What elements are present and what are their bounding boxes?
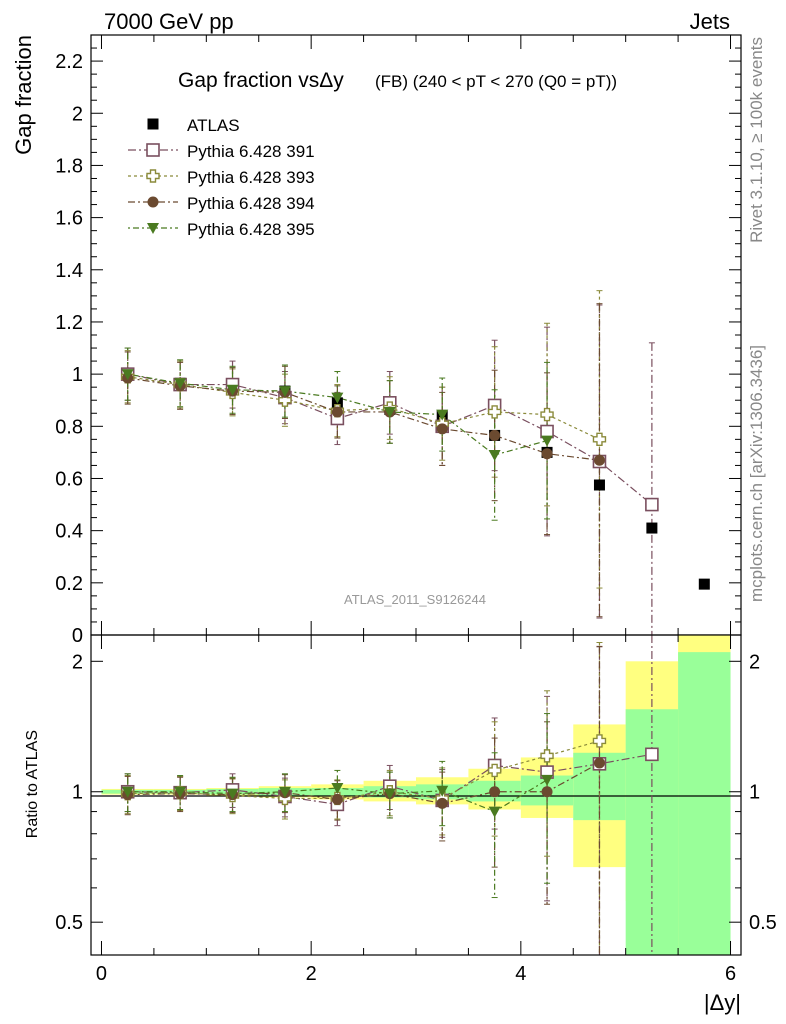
main-error-bars xyxy=(124,290,655,636)
main-y-tick-label: 2 xyxy=(72,103,83,125)
main-y-tick-label: 0.8 xyxy=(55,416,83,438)
y-axis-label-ratio: Ratio to ATLAS xyxy=(24,730,41,838)
ratio-point xyxy=(593,757,605,769)
ratio-y-tick-label-right: 0.5 xyxy=(749,912,777,934)
main-y-tick-label: 1.6 xyxy=(55,208,83,230)
ratio-data-points xyxy=(120,734,659,818)
header-left-label: 7000 GeV pp xyxy=(104,9,234,34)
chart-title: Gap fraction vsΔy xyxy=(178,69,344,92)
x-axis-label: |Δy| xyxy=(704,990,741,1015)
x-tick-label: 2 xyxy=(306,963,317,985)
main-y-tick-label: 0.4 xyxy=(55,521,83,543)
ratio-y-tick-label: 1 xyxy=(72,782,83,804)
x-tick-label: 4 xyxy=(515,963,526,985)
legend-marker xyxy=(146,143,160,157)
main-data-points xyxy=(120,367,710,590)
ratio-point xyxy=(331,793,343,805)
series-point xyxy=(541,435,554,447)
main-series-line xyxy=(127,377,600,461)
main-y-tick-label: 0.2 xyxy=(55,573,83,595)
series-point xyxy=(436,423,448,435)
main-axis-ticks: 0 0.2 0.4 0.6 0.8 1 1.2 1.4 1.6 1.8 2 2.2 xyxy=(55,35,741,647)
series-point xyxy=(593,454,605,466)
ratio-point xyxy=(436,785,449,797)
series-point xyxy=(383,406,396,418)
ratio-green-band xyxy=(678,652,731,955)
series-point xyxy=(226,384,239,396)
mcplots-label: mcplots.cern.ch [arXiv:1306.3436] xyxy=(747,345,766,602)
series-point xyxy=(489,429,501,441)
ratio-point xyxy=(331,783,344,795)
analysis-label: ATLAS_2011_S9126244 xyxy=(344,592,486,607)
atlas-data-point xyxy=(646,522,658,534)
atlas-data-point xyxy=(698,578,710,590)
legend: ATLAS Pythia 6.428 391 Pythia 6.428 393 Pyt… xyxy=(128,116,315,239)
series-point xyxy=(436,409,449,421)
ratio-series-line xyxy=(127,753,652,806)
header-right-label: Jets xyxy=(690,9,730,34)
ratio-axis-ticks: 0.5 0.5 1 1 2 2 xyxy=(55,651,777,934)
series-point xyxy=(174,378,187,390)
legend-marker-atlas xyxy=(147,118,159,130)
series-point xyxy=(540,407,554,422)
main-y-tick-label: 0.6 xyxy=(55,468,83,490)
ratio-series-lines xyxy=(127,740,652,813)
series-point xyxy=(278,386,291,398)
series-point xyxy=(331,392,344,404)
legend-label: Pythia 6.428 393 xyxy=(187,168,315,187)
series-point xyxy=(487,405,502,419)
series-point xyxy=(331,406,343,418)
ratio-point xyxy=(592,734,607,748)
series-point xyxy=(278,393,292,407)
ratio-point xyxy=(645,747,659,762)
series-point xyxy=(541,448,553,460)
ratio-point xyxy=(174,786,187,798)
main-y-tick-label: 1.8 xyxy=(55,155,83,177)
y-axis-label-main: Gap fraction xyxy=(11,35,36,155)
ratio-panel: 0.5 0.5 1 1 2 2 Ratio to ATLAS 0 2 4 6 |Δy| xyxy=(24,634,777,1015)
ratio-y-tick-label: 2 xyxy=(72,651,83,673)
ratio-series-line xyxy=(127,762,600,805)
legend-marker xyxy=(147,223,159,234)
ratio-point xyxy=(489,786,501,798)
legend-label: Pythia 6.428 395 xyxy=(187,220,315,239)
series-point xyxy=(592,432,607,447)
ratio-point xyxy=(540,749,554,763)
ratio-y-tick-label-right: 2 xyxy=(749,651,760,673)
legend-label-atlas: ATLAS xyxy=(187,116,240,135)
ratio-point xyxy=(488,806,501,818)
main-panel: 0 0.2 0.4 0.6 0.8 1 1.2 1.4 1.6 1.8 2 2.2 Gap fract… xyxy=(11,34,742,647)
legend-marker xyxy=(147,196,159,208)
legend-marker xyxy=(146,169,160,183)
x-tick-label: 0 xyxy=(96,963,107,985)
ratio-point xyxy=(541,786,553,798)
main-y-tick-label: 1.2 xyxy=(55,312,83,334)
main-y-tick-label: 0 xyxy=(72,625,83,647)
atlas-data-point xyxy=(593,479,605,491)
ratio-point xyxy=(383,788,396,800)
series-point xyxy=(488,450,501,461)
rivet-version-label: Rivet 3.1.10, ≥ 100k events xyxy=(747,37,766,243)
main-y-tick-label: 2.2 xyxy=(55,51,83,73)
ratio-point xyxy=(226,788,239,800)
series-point xyxy=(121,369,134,381)
x-tick-label: 6 xyxy=(725,963,736,985)
legend-label: Pythia 6.428 391 xyxy=(187,142,315,161)
ratio-y-tick-label-right: 1 xyxy=(749,782,760,804)
ratio-point xyxy=(436,797,448,809)
legend-label: Pythia 6.428 394 xyxy=(187,194,315,213)
chart-title-suffix: (FB) (240 < pT < 270 (Q0 = pT)) xyxy=(375,72,617,91)
ratio-point xyxy=(278,786,291,798)
series-point xyxy=(645,497,659,512)
ratio-point xyxy=(541,774,554,786)
x-axis-ticks: 0 2 4 6 xyxy=(96,635,736,985)
ratio-point xyxy=(487,763,502,778)
main-y-tick-label: 1.4 xyxy=(55,260,83,282)
ratio-y-tick-label: 0.5 xyxy=(55,912,83,934)
ratio-point xyxy=(121,786,134,798)
main-y-tick-label: 1 xyxy=(72,364,83,386)
